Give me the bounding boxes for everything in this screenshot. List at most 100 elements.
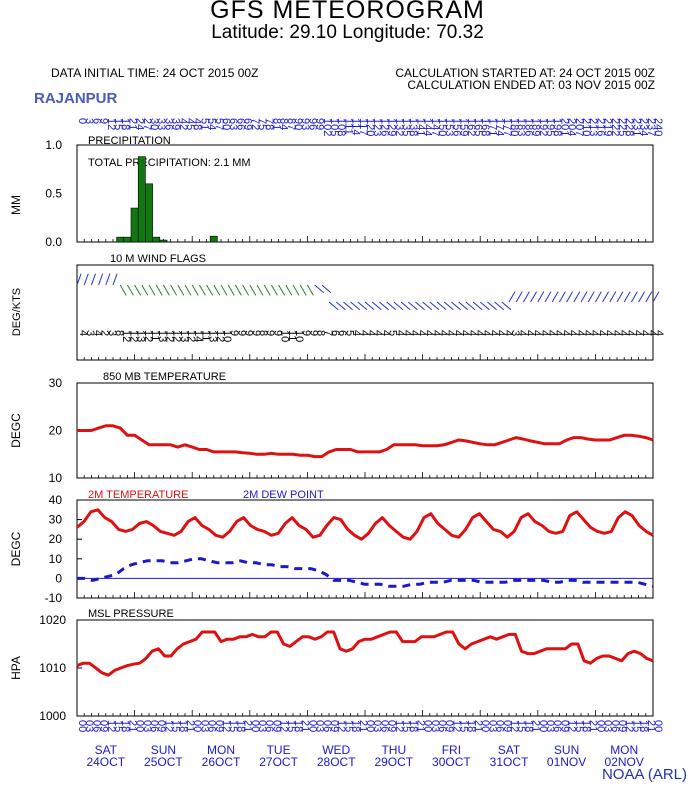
hour-bottom-label: 15 [573,720,585,732]
hour-bottom-label: 18 [177,720,189,732]
hour-bottom-label: 03 [141,720,153,732]
wind-flag [213,284,221,296]
hour-bottom-label: 09 [443,720,455,732]
t850-ytick: 10 [49,471,63,485]
wind-speed-label: 8 [315,330,327,336]
wind-speed-label: 4 [531,330,543,336]
pressure-title: MSL PRESSURE [88,608,174,620]
wind-speed-label: 12 [163,330,175,342]
hour-top-label: 72 [249,118,261,130]
wind-speed-label: 8 [257,330,269,336]
hour-bottom-label: 09 [98,720,110,732]
wind-flag [299,284,307,296]
wind-speed-label: 4 [653,330,665,336]
hour-bottom-label: 15 [630,720,642,732]
station-name: RAJANPUR [34,90,118,107]
hour-top-label: 138 [407,118,419,136]
wind-flag [285,284,293,296]
hour-top-label: 195 [544,118,556,136]
wind-speed-label: 4 [646,330,658,336]
hour-top-label: 159 [458,118,470,136]
wind-flag [638,291,646,303]
day-name: WED [322,743,350,757]
day-name: MON [207,743,235,757]
hour-bottom-label: 09 [558,720,570,732]
hour-bottom-label: 15 [515,720,527,732]
hour-top-label: 123 [371,118,383,136]
wind-flag [422,301,433,311]
hour-bottom-label: 21 [472,720,484,732]
wind-flag [415,301,425,311]
hour-bottom-label: 09 [616,720,628,732]
location-subtitle: Latitude: 29.10 Longitude: 70.32 [211,22,484,43]
wind-flag [83,273,89,286]
hour-top-label: 216 [594,118,606,136]
hour-top-label: 84 [278,118,290,130]
hour-top-label: 24 [134,118,146,130]
wind-speed-label: 4 [639,330,651,336]
hour-bottom-label: 03 [314,720,326,732]
wind-flag [263,284,271,296]
hour-top-label: 231 [630,118,642,136]
pressure-ytick: 1000 [39,709,66,723]
hour-top-label: 3 [83,118,95,124]
wind-flag [119,284,127,296]
wind-flag [544,291,552,303]
wind-speed-label: 4 [495,330,507,336]
day-name: SAT [95,743,118,757]
wind-speed-label: 3 [509,330,521,336]
precip-bar [145,183,153,243]
wind-flag [242,284,250,296]
hour-bottom-label: 09 [328,720,340,732]
hour-bottom-label: 21 [414,720,426,732]
day-name: TUE [267,743,291,757]
wind-flag [623,291,631,303]
hour-top-label: 126 [378,118,390,136]
hour-top-label: 177 [501,118,513,136]
day-name: SAT [498,743,521,757]
day-date: 30OCT [432,755,471,769]
wind-speed-label: 4 [394,330,406,336]
hour-bottom-label: 21 [587,720,599,732]
day-name: MON [610,743,638,757]
hour-bottom-label: 18 [292,720,304,732]
wind-flag [141,284,149,296]
wind-flag [148,284,156,296]
hour-bottom-label: 21 [645,720,657,732]
wind-ylabel: DEG/KTS [11,288,23,336]
hour-bottom-label: 00 [537,720,549,732]
wind-flag [472,301,483,311]
hour-bottom-label: 21 [184,720,196,732]
hour-top-label: 132 [393,118,405,136]
wind-speed-label: 4 [595,330,607,336]
wind-flag [98,273,104,286]
wind-speed-label: 4 [538,330,550,336]
wind-flag [335,301,346,311]
wind-flag [580,291,588,303]
wind-speed-label: 4 [91,330,103,336]
wind-flag [321,284,332,294]
hour-top-label: 69 [242,118,254,130]
day-name: FRI [442,743,461,757]
wind-speed-label: 4 [459,330,471,336]
wind-flag [162,284,170,296]
hour-top-label: 90 [292,118,304,130]
wind-flag [227,284,235,296]
wind-speed-label: 10 [221,330,233,342]
wind-flag [76,273,82,286]
hour-bottom-label: 09 [213,720,225,732]
hour-top-label: 66 [234,118,246,130]
wind-flag [616,291,624,303]
wind-speed-label: 9 [300,330,312,336]
hour-bottom-label: 21 [126,720,138,732]
wind-speed-label: 12 [127,330,139,342]
wind-flag [551,291,559,303]
hour-top-label: 213 [587,118,599,136]
precip-bar [116,236,125,243]
hour-bottom-label: 21 [357,720,369,732]
wind-speed-label: 10 [293,330,305,342]
day-date: 31OCT [490,755,529,769]
hour-top-label: 60 [220,118,232,130]
t2m-ytick: 40 [49,493,63,507]
wind-flag [278,284,286,296]
